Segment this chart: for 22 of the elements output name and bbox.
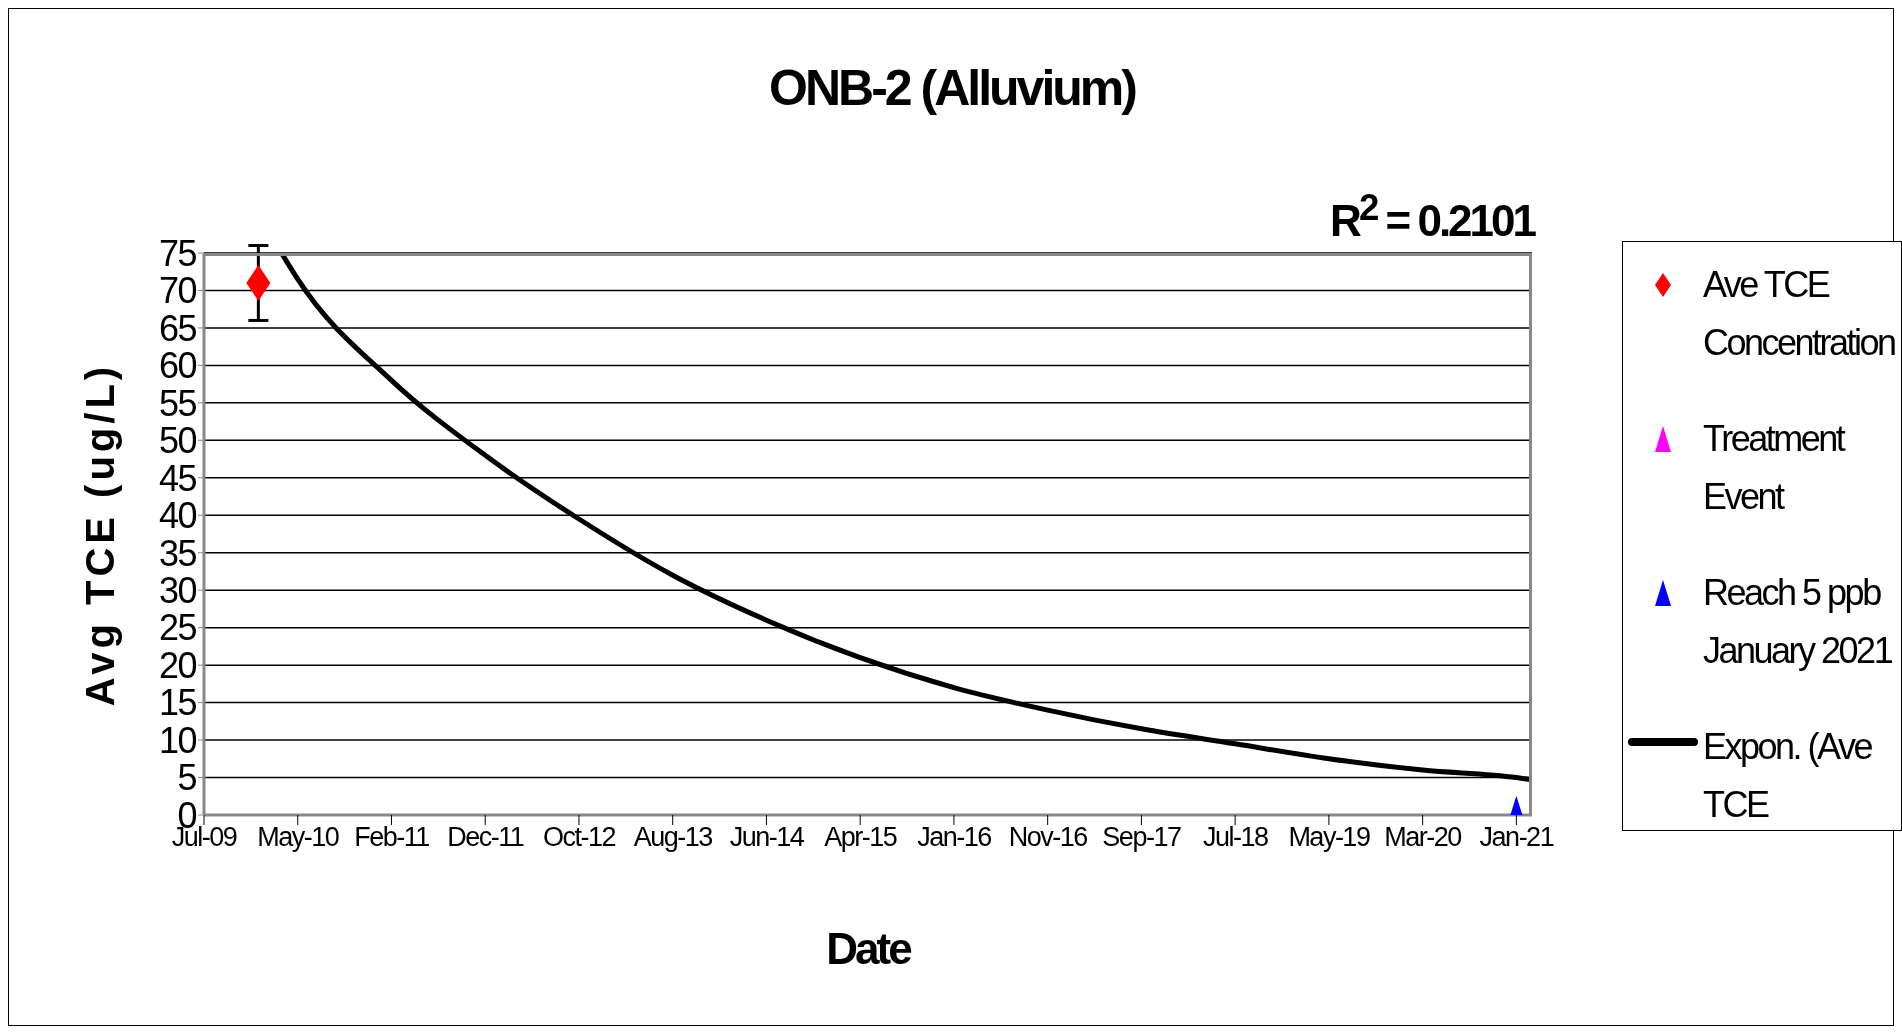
x-tick-label: Oct-12 [542, 822, 616, 853]
chart-title: ONB-2 (Alluvium) [768, 59, 1137, 117]
x-tick-label: Aug-13 [633, 822, 713, 853]
x-tick-label: Mar-20 [1384, 822, 1462, 853]
x-axis-title: Date [825, 924, 912, 974]
x-tick-label: Jun-14 [729, 822, 805, 853]
x-tick-label: Dec-11 [447, 822, 524, 853]
legend-label: Reach 5 ppb January 2021 [1703, 571, 1893, 673]
x-tick-label: Apr-15 [824, 822, 897, 853]
x-tick-label: May-19 [1288, 822, 1370, 853]
y-axis-title: Avg TCE (ug/L) [78, 362, 124, 706]
x-tick-label: Jul-18 [1202, 822, 1268, 853]
legend-label: Ave TCE Concentration [1703, 263, 1896, 365]
legend-label: Treatment Event [1703, 417, 1845, 519]
x-tick-label: Nov-16 [1008, 822, 1088, 853]
legend-label: Expon. (Ave TCE [1703, 725, 1873, 827]
x-tick-label: Feb-11 [354, 822, 430, 853]
text: R$^{2}$ = 0.2101 [1330, 187, 1534, 245]
x-tick-label: Jan-16 [917, 822, 992, 853]
x-tick-label: May-10 [257, 822, 339, 853]
x-tick-label: Jan-21 [1479, 822, 1554, 853]
x-tick-label: Sep-17 [1102, 822, 1181, 853]
